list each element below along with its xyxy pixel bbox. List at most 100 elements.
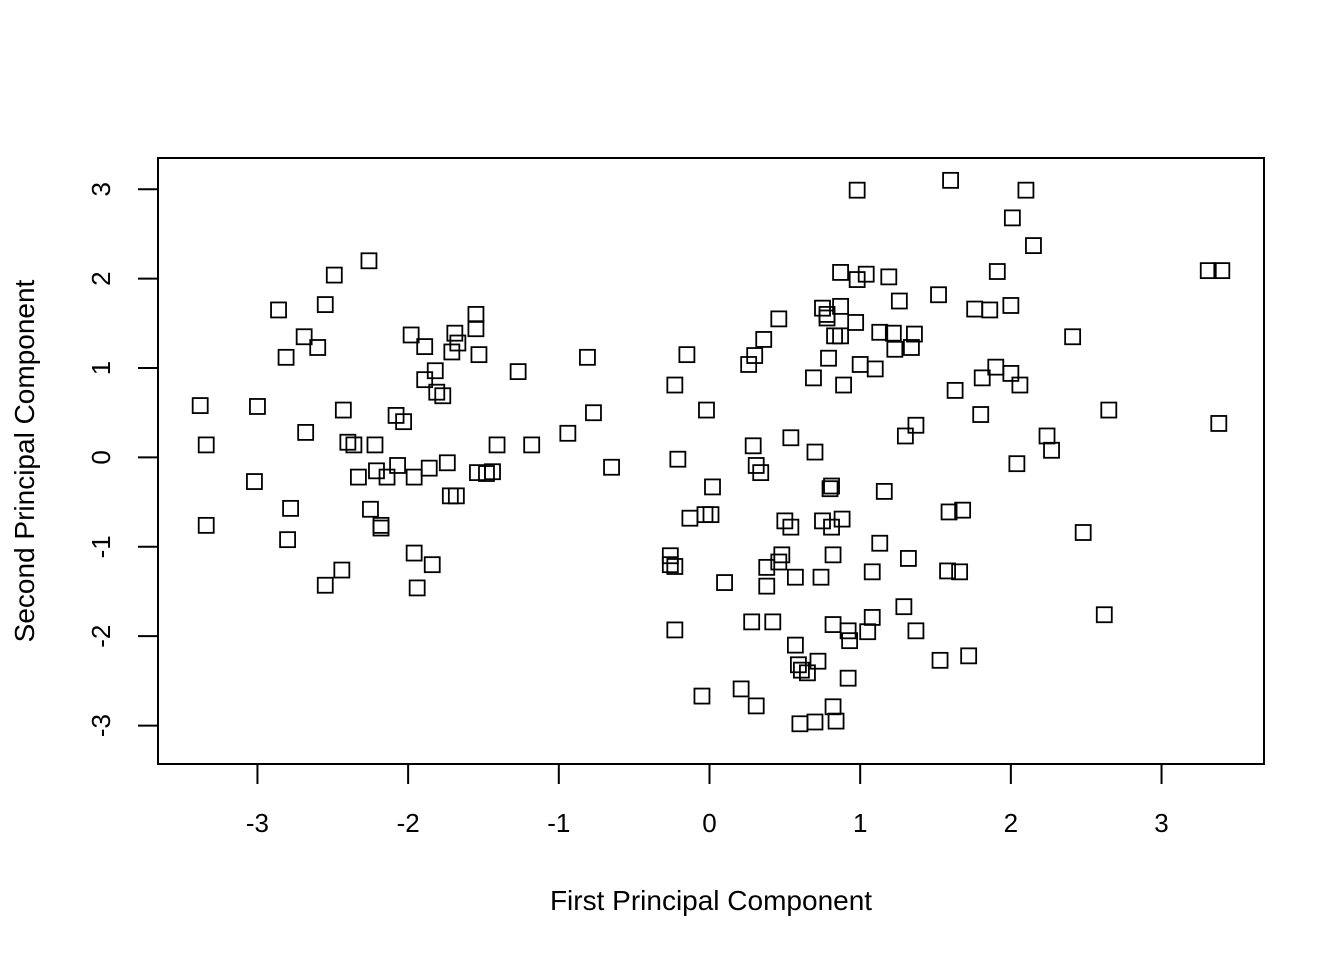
data-point — [334, 401, 352, 419]
data-point — [939, 562, 956, 580]
data-point — [478, 465, 495, 482]
data-point — [764, 613, 782, 631]
data-point — [931, 651, 949, 669]
data-point — [395, 413, 413, 431]
data-point — [1095, 606, 1113, 624]
data-point — [693, 687, 711, 705]
data-point — [1017, 181, 1035, 199]
data-point — [1002, 365, 1020, 382]
data-point — [824, 698, 842, 716]
data-point — [467, 320, 485, 338]
x-tick-label: 1 — [853, 808, 867, 838]
data-point — [441, 487, 459, 505]
data-point — [405, 544, 423, 562]
data-point — [408, 579, 426, 597]
x-axis: -3 -2 -1 0 1 2 3 — [246, 763, 1169, 838]
data-point — [246, 473, 263, 490]
data-point — [402, 326, 420, 344]
data-point — [696, 506, 714, 524]
data-point — [360, 252, 378, 270]
data-point — [823, 477, 840, 495]
data-point — [368, 462, 385, 480]
data-point — [378, 468, 396, 486]
data-point — [443, 343, 461, 361]
data-point — [416, 338, 434, 355]
data-point — [773, 546, 791, 564]
data-point — [847, 314, 865, 331]
x-tick-label: 0 — [702, 808, 716, 838]
data-point — [579, 348, 596, 366]
data-point — [669, 450, 687, 468]
y-tick-label: -2 — [86, 625, 116, 648]
data-point — [325, 266, 343, 284]
data-point — [972, 406, 990, 423]
data-point — [940, 503, 958, 521]
data-point — [716, 574, 733, 591]
data-point — [786, 568, 804, 586]
data-point — [426, 362, 444, 380]
data-point — [1002, 297, 1020, 314]
data-point — [782, 518, 800, 536]
data-point — [743, 613, 761, 631]
data-point — [420, 459, 438, 477]
x-tick-label: -2 — [397, 808, 420, 838]
data-point — [509, 363, 527, 381]
data-point — [863, 609, 881, 626]
data-point — [896, 427, 914, 445]
data-point — [191, 397, 209, 414]
data-point — [1025, 237, 1042, 254]
data-point — [835, 376, 852, 394]
data-point — [832, 264, 849, 281]
data-point — [818, 309, 836, 327]
data-point — [1038, 427, 1056, 445]
data-point — [469, 464, 486, 482]
y-tick-label: 1 — [86, 361, 116, 375]
data-point — [806, 713, 824, 731]
data-point — [732, 680, 750, 698]
data-point — [786, 636, 804, 654]
data-point — [954, 501, 972, 519]
data-point — [863, 563, 881, 581]
data-point — [339, 433, 357, 451]
data-point — [884, 324, 902, 342]
x-axis-label: First Principal Component — [550, 885, 872, 916]
data-point — [1199, 262, 1217, 280]
data-point — [279, 531, 296, 549]
data-point — [851, 356, 869, 373]
data-point — [345, 436, 363, 454]
data-point — [423, 556, 441, 574]
data-point — [859, 623, 877, 641]
data-point — [704, 478, 721, 496]
data-point — [875, 482, 893, 500]
data-point — [1064, 328, 1082, 346]
data-point — [899, 550, 917, 567]
data-point — [681, 509, 699, 527]
data-point — [895, 598, 913, 616]
data-point — [942, 171, 959, 189]
data-point — [857, 265, 875, 283]
data-point — [806, 443, 824, 461]
data-point — [309, 339, 327, 356]
data-point — [988, 263, 1006, 280]
data-point — [744, 437, 762, 455]
data-point — [488, 436, 506, 454]
data-point — [907, 622, 925, 640]
data-point — [880, 268, 898, 286]
data-point — [782, 429, 800, 447]
data-point — [270, 301, 287, 319]
data-point — [866, 360, 884, 378]
data-point — [197, 516, 215, 534]
data-point — [333, 561, 351, 579]
data-point — [523, 436, 541, 454]
data-point — [770, 310, 788, 328]
data-point — [814, 299, 831, 317]
data-point — [981, 301, 999, 319]
data-point — [946, 381, 964, 399]
data-point — [350, 468, 367, 486]
data-point — [277, 348, 295, 366]
data-point — [820, 349, 837, 367]
data-point — [826, 327, 843, 345]
plot-frame — [157, 157, 1265, 765]
data-point — [740, 356, 758, 373]
data-point — [821, 480, 839, 498]
